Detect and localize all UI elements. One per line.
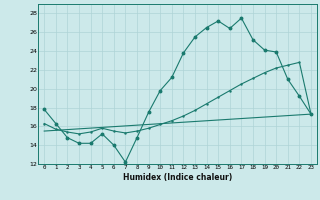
X-axis label: Humidex (Indice chaleur): Humidex (Indice chaleur) — [123, 173, 232, 182]
